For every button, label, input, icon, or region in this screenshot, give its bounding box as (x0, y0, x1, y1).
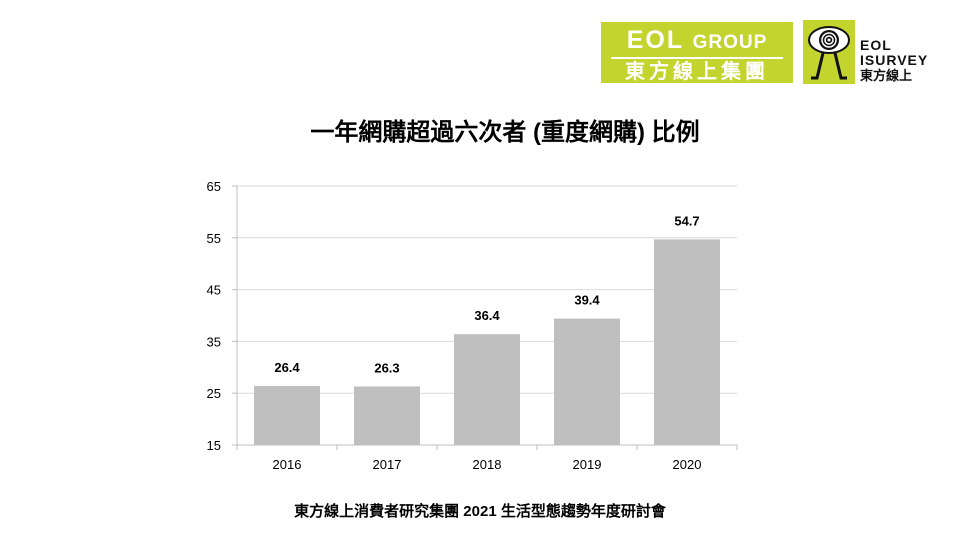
x-tick-label: 2017 (373, 457, 402, 472)
y-tick-label: 35 (207, 334, 221, 349)
group-logo-word: GROUP (692, 32, 768, 53)
eol-group-logo-line1: EOL GROUP (601, 26, 793, 57)
y-tick-label: 25 (207, 386, 221, 401)
bar (254, 385, 320, 445)
isurvey-logo-line3: 東方線上 (860, 68, 913, 83)
x-tick-label: 2019 (573, 457, 602, 472)
eol-group-logo: EOL GROUP 東方線上集團 (601, 22, 793, 83)
x-tick-label: 2020 (673, 457, 702, 472)
y-tick-label: 55 (207, 231, 221, 246)
axes: 15 25 35 45 55 65 2016 2017 2018 2019 2020 (207, 179, 738, 472)
data-label: 36.4 (474, 308, 500, 323)
bar (554, 318, 620, 445)
eye-figure-icon (803, 20, 855, 84)
chart-title: 一年網購超過六次者 (重度網購) 比例 (310, 119, 700, 146)
eol-isurvey-logo: EOL ISURVEY 東方線上 (860, 38, 950, 84)
y-tick-label: 65 (207, 179, 221, 194)
bar (354, 386, 420, 445)
footer-caption: 東方線上消費者研究集團 2021 生活型態趨勢年度研討會 (294, 503, 666, 520)
isurvey-logo-line1: EOL (860, 37, 892, 53)
bar (454, 334, 520, 445)
y-tick-label: 45 (207, 283, 221, 298)
bars: 26.4 26.3 36.4 39.4 54.7 (254, 213, 720, 445)
x-tick-label: 2016 (273, 457, 302, 472)
data-label: 26.3 (374, 360, 399, 375)
data-label: 39.4 (574, 293, 600, 308)
isurvey-logo-line2: ISURVEY (860, 52, 929, 68)
data-label: 26.4 (274, 360, 300, 375)
eol-logo-word: EOL (626, 26, 684, 54)
bar (654, 239, 720, 445)
data-label: 54.7 (674, 213, 699, 228)
eol-group-logo-line2: 東方線上集團 (611, 57, 783, 85)
x-tick-label: 2018 (473, 457, 502, 472)
y-tick-label: 15 (207, 438, 221, 453)
